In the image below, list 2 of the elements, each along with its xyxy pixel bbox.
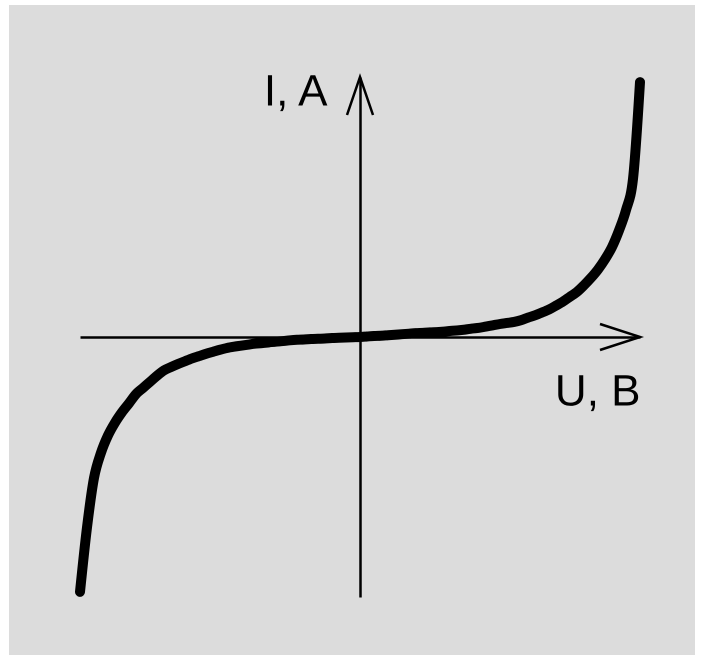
y-axis-title: I, A (264, 66, 328, 116)
x-axis-title: U, B (554, 366, 640, 416)
